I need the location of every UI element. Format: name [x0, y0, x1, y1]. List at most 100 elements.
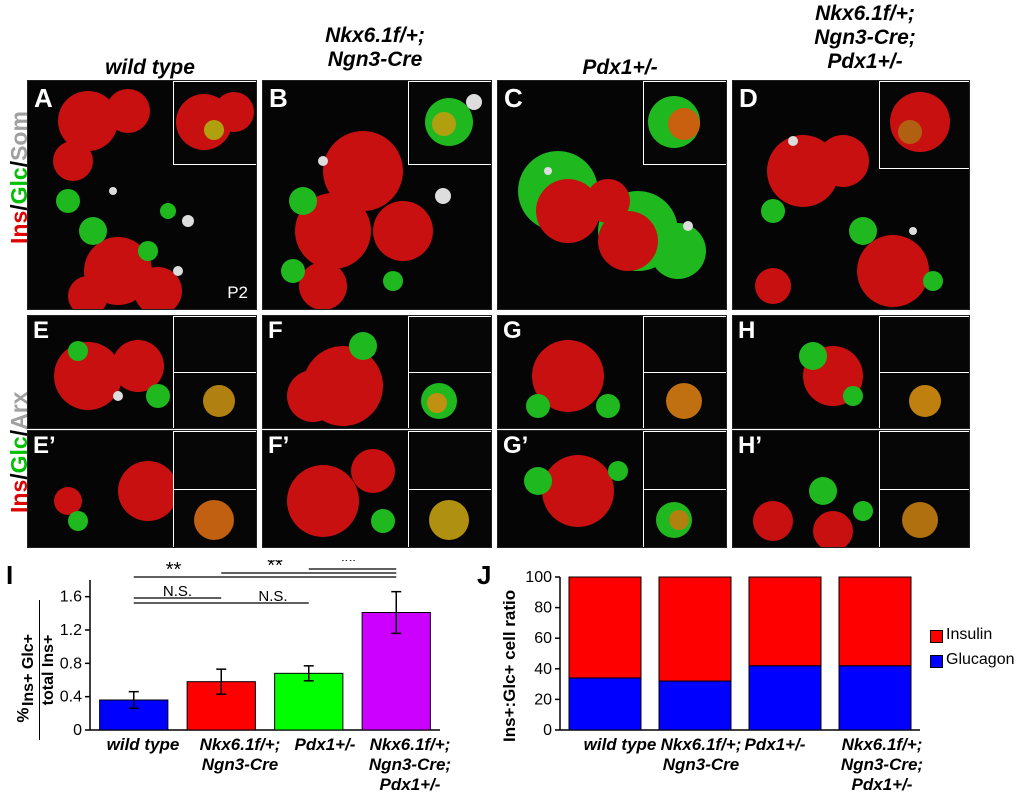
panel-inset	[173, 81, 256, 165]
panel-inset-arx	[408, 431, 491, 490]
chart-i-ylabel-unit: %	[13, 707, 33, 723]
bar-insulin	[838, 576, 912, 667]
chart-j-xcat-4: Nkx6.1f/+; Ngn3-Cre; Pdx1+/-	[840, 735, 924, 794]
ns-label: N.S.	[163, 583, 192, 600]
chart-j: 0 20 40 60 80 100	[525, 569, 920, 739]
panel-inset-merge	[173, 489, 256, 547]
micrograph-g-prime	[524, 455, 628, 527]
y-tick-label: 1.6	[60, 589, 82, 606]
y-tick-label: 100	[525, 569, 552, 586]
panel-h: H	[732, 315, 970, 429]
chart-i-xcat-2: Nkx6.1f/+; Ngn3-Cre	[199, 735, 281, 774]
panel-f-prime: F’	[262, 430, 492, 548]
panel-label: G	[503, 317, 522, 344]
panel-label: H’	[738, 432, 762, 459]
chart-j-xcat-1: wild type	[583, 735, 657, 754]
panel-inset	[879, 81, 969, 169]
significance-label: **	[166, 560, 182, 581]
y-tick-label: 0	[73, 722, 82, 739]
panel-inset-merge	[643, 372, 726, 428]
chart-i-xcat-1: wild type	[106, 735, 180, 754]
panel-g: G	[497, 315, 727, 429]
column-title-triple: Nkx6.1f/+; Ngn3-Cre; Pdx1+/-	[790, 2, 940, 74]
micrograph-e-prime	[54, 461, 178, 531]
legend-label-glucagon: Glucagon	[946, 651, 1015, 668]
panel-inset-merge	[879, 372, 969, 428]
column-title-line-2: Ngn3-Cre	[327, 48, 423, 71]
y-tick-label: 40	[534, 661, 552, 678]
column-title-line-3: Pdx1+/-	[827, 50, 903, 73]
panel-label: A	[34, 83, 53, 113]
y-tick-label: 1.2	[60, 622, 82, 639]
column-title-nkx-ngn3: Nkx6.1f/+; Ngn3-Cre	[300, 24, 450, 72]
panel-c: C	[497, 80, 727, 310]
panel-inset-arx	[879, 431, 969, 490]
chart-i-label: I	[6, 560, 14, 590]
bar-glucagon	[658, 680, 732, 731]
chart-j-xcat-2: Nkx6.1f/+; Ngn3-Cre	[660, 735, 742, 774]
column-title-line-1: Nkx6.1f/+;	[325, 24, 425, 47]
panel-inset-merge	[173, 372, 256, 428]
chart-i-xcat-4: Nkx6.1f/+; Ngn3-Cre; Pdx1+/-	[368, 735, 452, 794]
panel-h-prime: H’	[732, 430, 970, 548]
panel-inset-merge	[879, 489, 969, 547]
chart-i: 0 0.4 0.8 1.2 1.6 ** ** ** N.S. N.S.	[60, 560, 440, 739]
panel-label: B	[269, 83, 288, 113]
bar-insulin	[658, 576, 732, 682]
panel-inset-arx	[643, 431, 726, 490]
micrograph-e	[54, 340, 170, 410]
micrograph-b	[281, 131, 451, 309]
panel-label: C	[504, 83, 523, 113]
column-title-wild-type: wild type	[80, 56, 220, 80]
panel-inset-arx	[879, 316, 969, 373]
micrograph-c	[518, 151, 706, 279]
panel-e-prime: E’	[27, 430, 257, 548]
panel-inset-arx	[408, 316, 491, 373]
y-tick-label: 0	[543, 722, 552, 739]
column-title-line: wild type	[105, 56, 195, 79]
panel-label: H	[738, 317, 756, 344]
bar-glucagon	[838, 665, 912, 731]
y-tick-label: 0.8	[60, 655, 82, 672]
micrograph-h	[799, 342, 863, 406]
micrograph-f-prime	[287, 449, 395, 537]
panel-inset	[643, 81, 726, 165]
panel-inset-merge	[408, 372, 491, 428]
panel-e: E	[27, 315, 257, 429]
chart-i-xcat-3: Pdx1+/-	[294, 735, 356, 754]
panel-label: E’	[33, 432, 56, 459]
y-tick-label: 0.4	[60, 689, 82, 706]
significance-label: **	[341, 560, 357, 573]
panel-f: F	[262, 315, 492, 429]
panel-inset	[408, 81, 491, 165]
micrograph-a	[53, 89, 194, 309]
panel-d: D	[732, 80, 970, 310]
panel-g-prime: G’	[497, 430, 727, 548]
legend-swatch-glucagon	[930, 655, 943, 668]
y-tick-label: 20	[534, 691, 552, 708]
bar	[274, 672, 344, 731]
significance-label: **	[267, 560, 283, 577]
ns-label: N.S.	[258, 588, 287, 605]
chart-j-label: J	[477, 560, 492, 590]
panel-label: E	[33, 317, 50, 344]
column-title-line: Pdx1+/-	[582, 56, 658, 79]
panel-label: F	[268, 317, 283, 344]
micrograph-h-prime	[753, 477, 873, 547]
column-title-line-1: Nkx6.1f/+;	[815, 2, 915, 25]
bar-glucagon	[568, 677, 642, 731]
y-tick-label: 80	[534, 600, 552, 617]
panel-label: D	[739, 83, 758, 113]
panel-b: B	[262, 80, 492, 310]
panel-a: A P2	[27, 80, 257, 310]
chart-j-xcat-3: Pdx1+/-	[744, 735, 806, 754]
age-label: P2	[227, 283, 248, 302]
panel-inset-merge	[408, 489, 491, 547]
panel-inset-arx	[173, 431, 256, 490]
legend-label-insulin: Insulin	[946, 626, 993, 643]
panel-label: F’	[268, 432, 290, 459]
chart-j-ylabel: Ins+:Glc+ cell ratio	[500, 589, 519, 742]
micrograph-f	[287, 332, 383, 426]
micrograph-d	[755, 135, 943, 307]
panel-inset-merge	[643, 489, 726, 547]
